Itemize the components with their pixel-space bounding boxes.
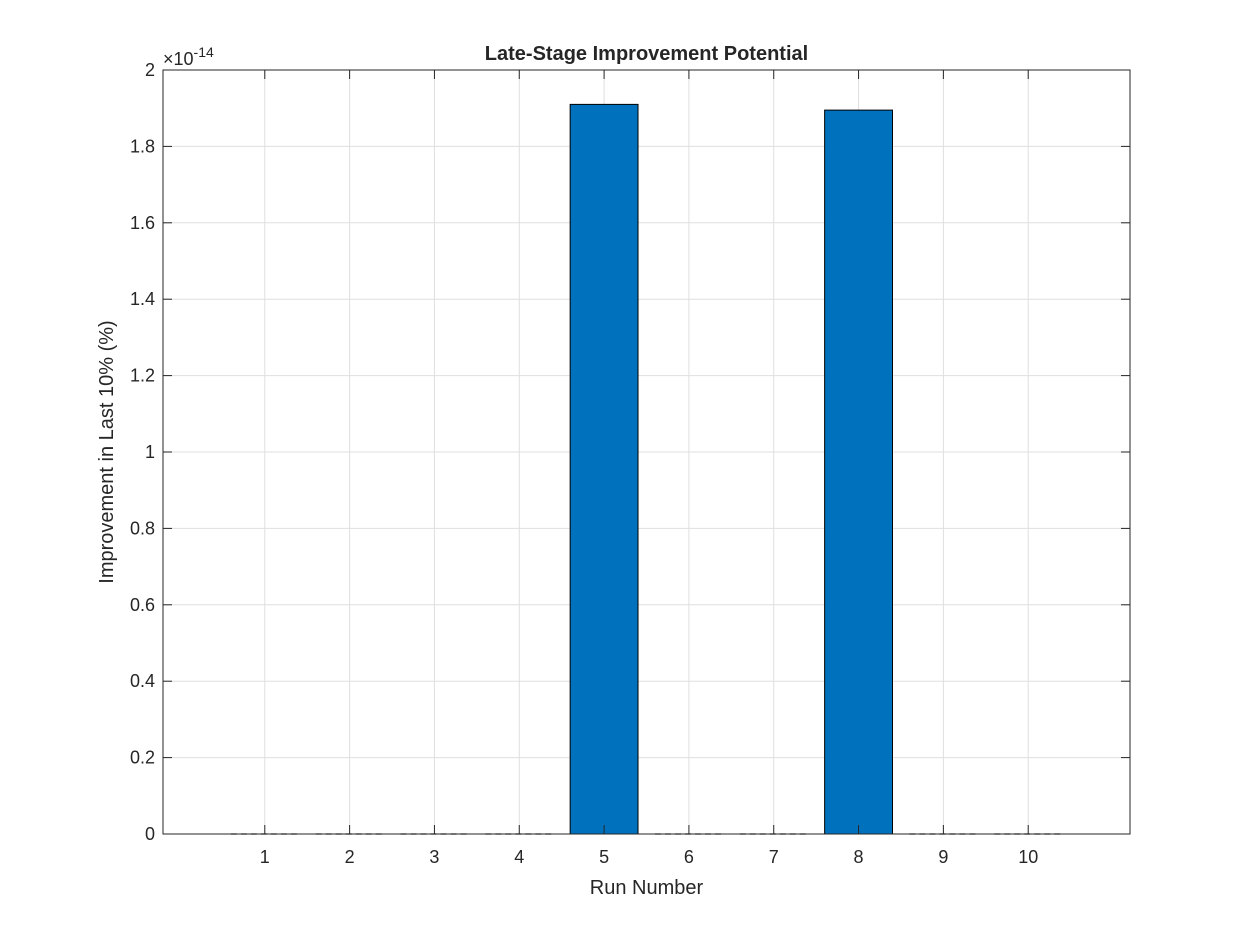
x-tick-label: 6	[684, 847, 694, 867]
x-tick-label: 1	[260, 847, 270, 867]
y-tick-label: 0.4	[130, 671, 155, 691]
y-tick-label: 1.4	[130, 289, 155, 309]
y-tick-label: 0	[145, 824, 155, 844]
y-tick-label: 0.8	[130, 518, 155, 538]
tick-marks	[163, 69, 1130, 835]
y-tick-label: 1.2	[130, 366, 155, 386]
x-tick-label: 2	[345, 847, 355, 867]
y-tick-label: 1	[145, 442, 155, 462]
y-tick-label: 1.8	[130, 136, 155, 156]
x-tick-label: 10	[1018, 847, 1038, 867]
x-tick-label: 8	[854, 847, 864, 867]
x-tick-labels: 1 2 3 4 5 6 7 8 9 10	[260, 847, 1038, 867]
bars	[230, 103, 1063, 835]
bar	[824, 109, 893, 835]
y-tick-label: 0.2	[130, 748, 155, 768]
x-tick-label: 7	[769, 847, 779, 867]
y-multiplier: ×10-14	[163, 44, 214, 69]
x-tick-label: 5	[599, 847, 609, 867]
chart-title: Late-Stage Improvement Potential	[485, 43, 808, 65]
y-tick-label: 0.6	[130, 595, 155, 615]
y-tick-label: 2	[145, 60, 155, 80]
y-axis-label: Improvement in Last 10% (%)	[96, 320, 118, 583]
bar	[569, 103, 639, 835]
y-tick-label: 1.6	[130, 213, 155, 233]
x-tick-label: 3	[429, 847, 439, 867]
x-axis-label: Run Number	[590, 877, 704, 899]
x-tick-label: 4	[514, 847, 524, 867]
y-tick-labels: 0 0.2 0.4 0.6 0.8 1 1.2 1.4 1.6 1.8 2	[130, 60, 155, 844]
x-tick-label: 9	[938, 847, 948, 867]
